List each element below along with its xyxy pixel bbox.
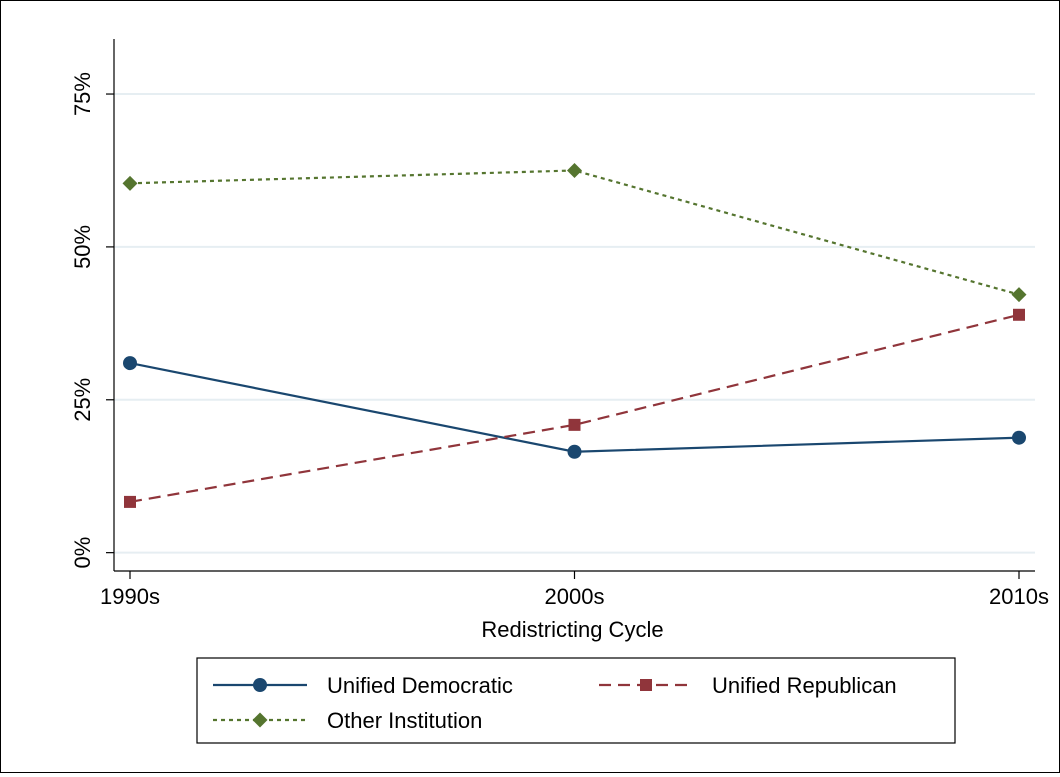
series-group	[122, 162, 1027, 508]
x-tick-label: 2000s	[545, 584, 605, 609]
y-tick-label: 25%	[70, 378, 95, 422]
data-point	[1011, 287, 1027, 303]
data-point	[568, 418, 581, 431]
data-point	[123, 356, 137, 371]
y-axis: 0% 25% 50% 75%	[70, 39, 115, 571]
legend-label: Unified Democratic	[327, 673, 513, 698]
legend-box	[196, 657, 956, 744]
legend-key-marker	[640, 679, 652, 691]
series-line	[129, 169, 1020, 296]
data-point	[1013, 308, 1025, 321]
y-tick-label: 0%	[70, 537, 95, 569]
legend-label: Unified Republican	[712, 673, 897, 698]
data-point	[567, 162, 582, 178]
x-axis-title: Redistricting Cycle	[481, 617, 663, 642]
y-tick-label: 50%	[70, 225, 95, 269]
x-tick-label: 2010s	[989, 584, 1049, 609]
legend-key-marker	[253, 678, 267, 692]
data-point	[124, 495, 136, 508]
x-tick-label: 1990s	[100, 584, 160, 609]
legend-key-marker	[252, 712, 268, 728]
data-point	[1012, 430, 1026, 445]
legend: Unified Democratic Unified Republican Othe…	[196, 657, 956, 744]
series-line	[129, 362, 1020, 453]
x-axis: 1990s 2000s 2010s	[100, 570, 1049, 609]
data-point	[567, 444, 582, 459]
data-point	[122, 175, 138, 191]
series-line	[129, 313, 1020, 503]
gridlines	[114, 93, 1035, 554]
y-tick-label: 75%	[70, 72, 95, 116]
legend-label: Other Institution	[327, 708, 482, 733]
